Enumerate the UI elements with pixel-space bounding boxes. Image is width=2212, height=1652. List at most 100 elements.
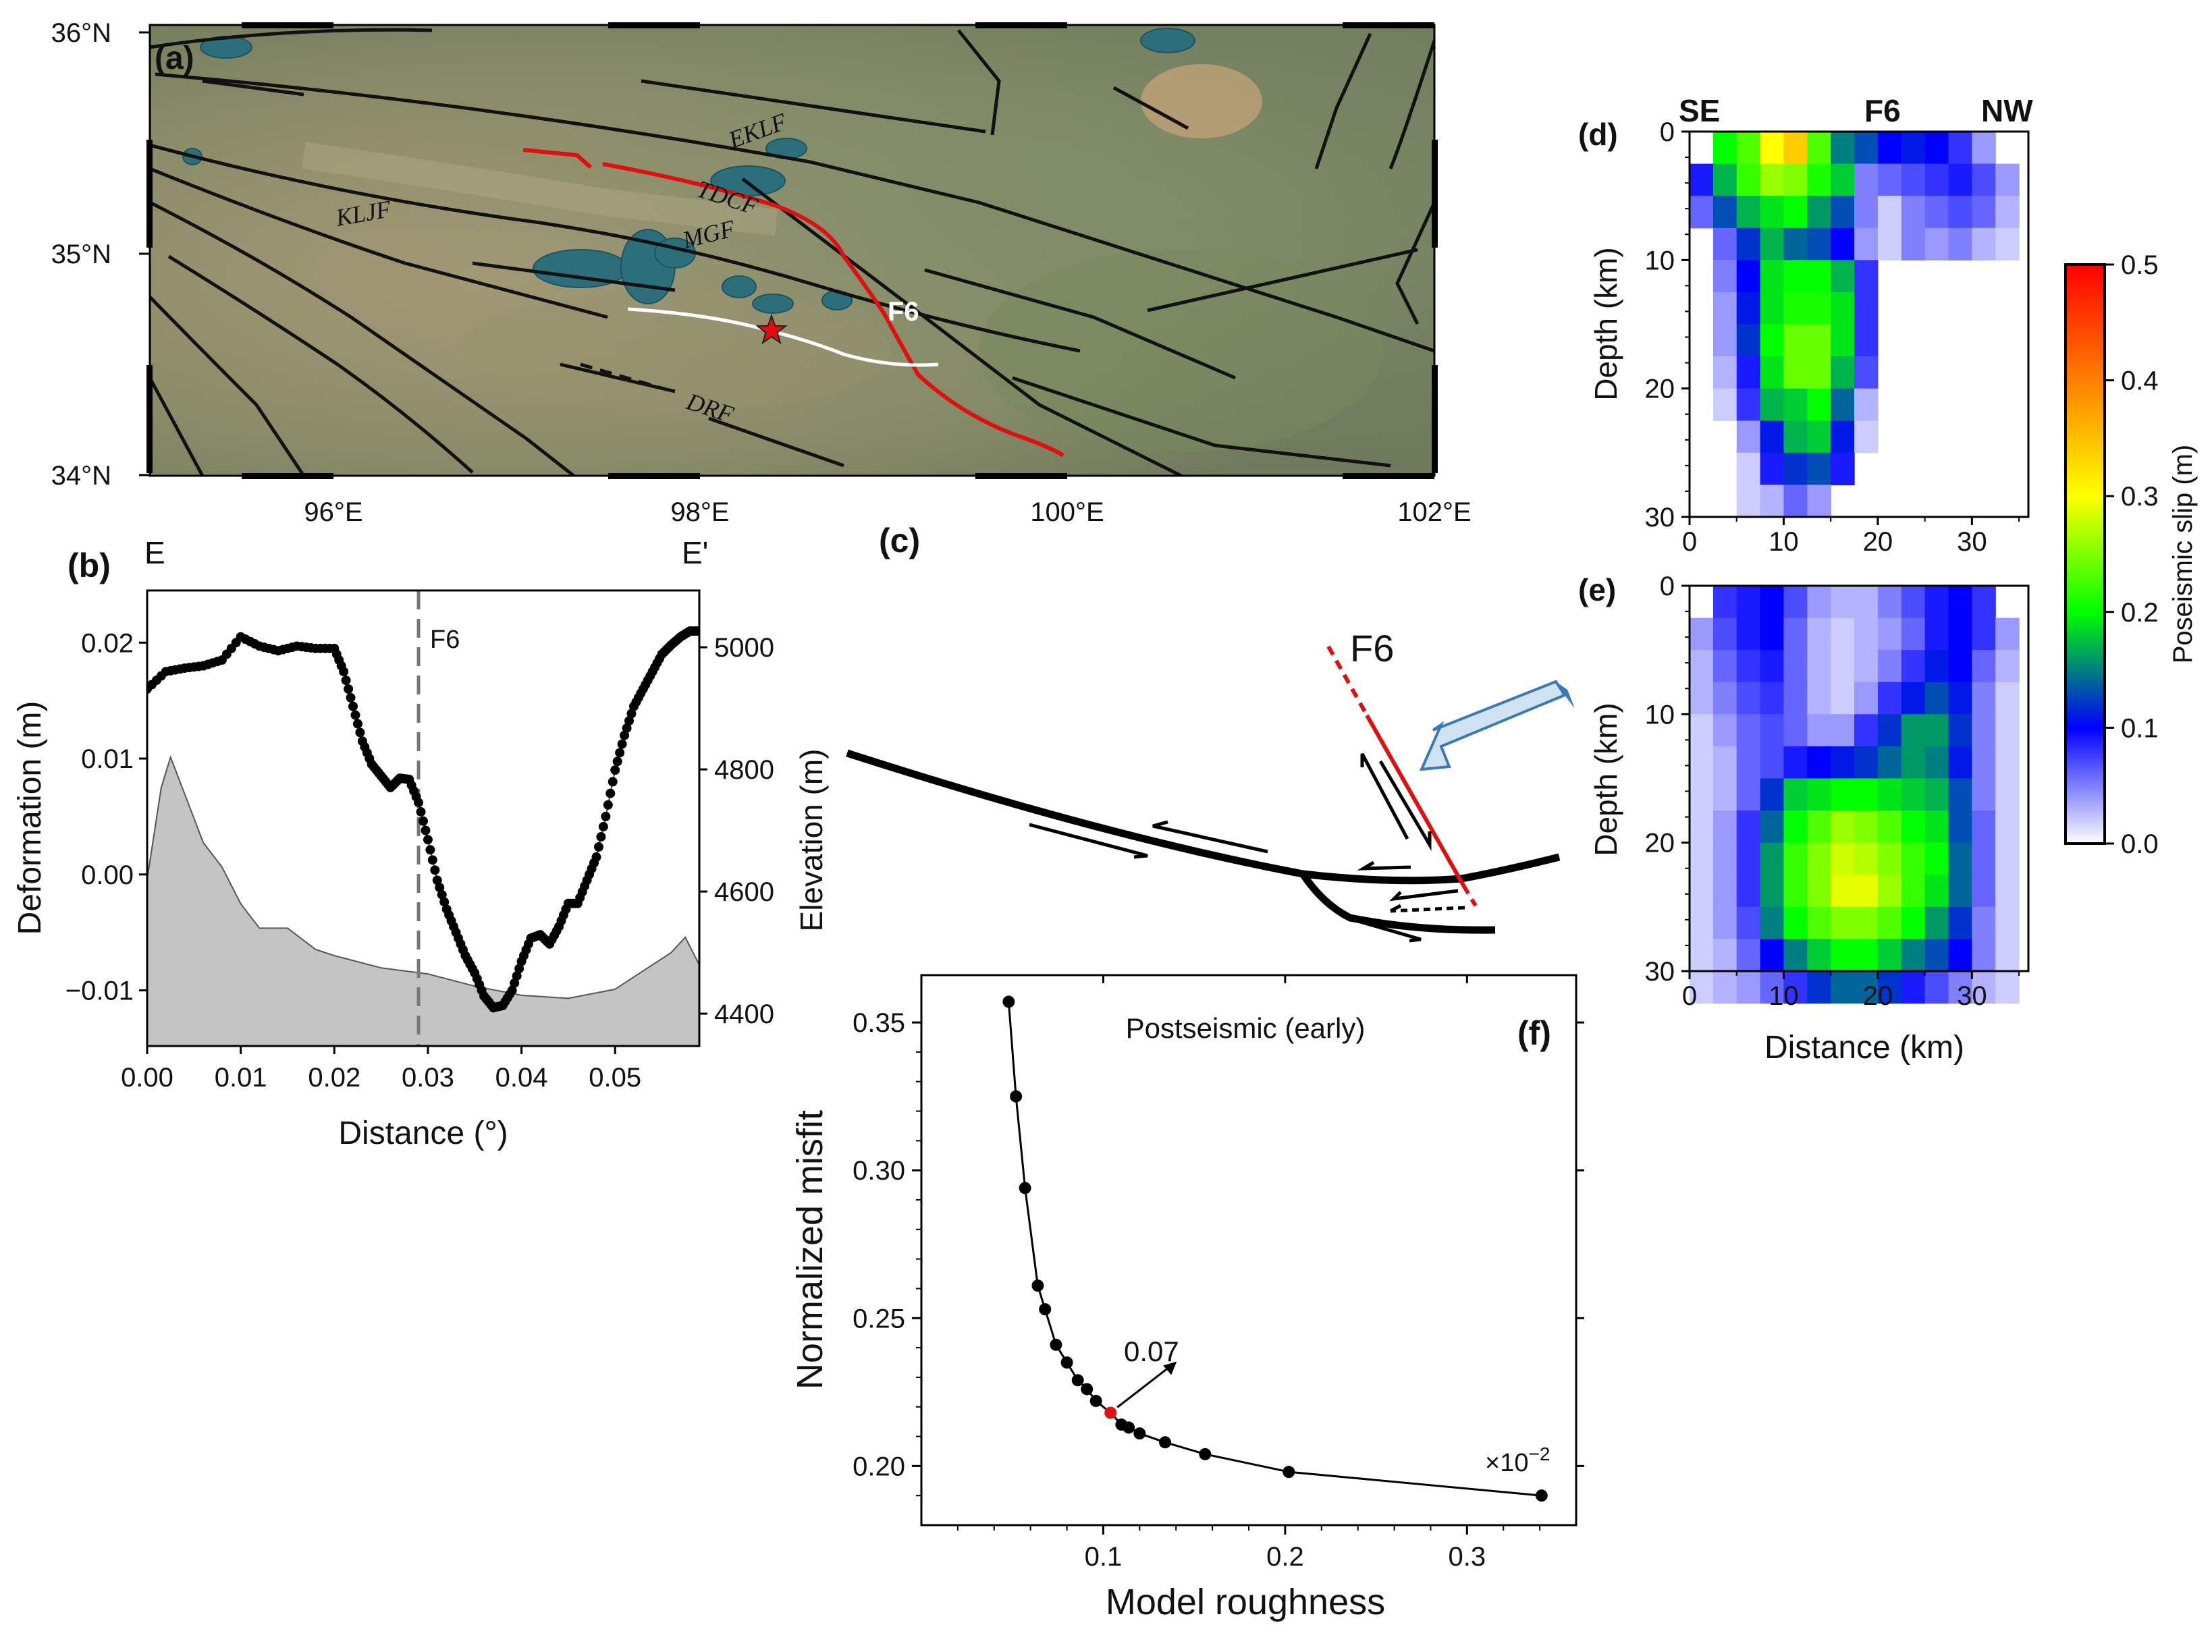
slip-cell [1995,617,2020,651]
slip-cell [1924,714,1949,747]
slip-cell [1924,746,1949,779]
fault-line [1112,86,1189,130]
slip-cell [1854,388,1879,421]
slip-cell [1924,163,1949,196]
deformation-point [432,875,442,885]
l-curve-point [1019,1182,1031,1194]
slip-cell [1831,163,1855,196]
slip-cell [1877,746,1902,779]
slip-cell [1736,778,1761,811]
slip-cell [1831,260,1855,293]
slip-cell [1690,163,1714,196]
slip-cell [1948,714,1972,747]
slip-cell [1854,682,1879,715]
slip-cell [1760,906,1785,939]
slip-cell [1736,650,1761,683]
slip-cell [1760,875,1785,908]
slip-cell [1712,875,1737,908]
annotation-arrow [1116,1365,1172,1408]
slip-cell [1712,132,1737,165]
slip-cell [1783,810,1808,844]
deformation-point [416,807,426,817]
slip-cell [1831,939,1855,972]
x-tick-label: 20 [1863,981,1893,1011]
slip-cell [1854,292,1879,325]
slip-cell [1877,939,1902,972]
y-tick-label: 0.20 [853,1452,905,1481]
frame-bar [975,22,1067,28]
f-selected-annotation: 0.07 [1124,1336,1179,1367]
slip-cell [1924,939,1949,972]
slip-cell [1831,196,1855,229]
slip-cell [1736,292,1761,325]
rupture-trace [522,148,1064,458]
f6-marker-label: F6 [430,626,460,654]
slip-colorbar: 0.5 0.4 0.3 0.2 0.1 0.0 Poseismic slip (m) [2064,250,2198,859]
b-ylabel: Deformation (m) [12,701,48,935]
lake [1140,28,1195,53]
compression-arrow-icon [1419,680,1575,771]
slip-cell [1736,452,1761,485]
slip-cell [1972,132,1996,165]
slip-cell [1901,971,1926,1004]
slip-cell [1760,485,1785,518]
slip-cell [1760,388,1785,421]
slip-cell [1760,260,1785,293]
y-tick-label: 0.35 [853,1008,905,1038]
fault-line [472,261,676,292]
slip-cell [1948,617,1972,651]
slip-cell [1948,132,1972,165]
slip-cell [1760,324,1785,357]
slip-cell [1831,324,1855,357]
slip-cell [1995,778,2020,811]
slip-cell [1760,196,1785,229]
slip-cell [1854,227,1879,260]
slip-cell [1854,714,1879,747]
fault-line [155,72,1434,353]
l-curve-point [1535,1489,1548,1502]
profile-start-label: E [144,535,165,570]
l-curve-point [1031,1279,1044,1292]
slip-cell [1783,196,1808,229]
x-tick-label: 0.3 [1449,1542,1486,1572]
slip-cell [1854,906,1879,939]
deformation-point [507,985,517,995]
fault-line [1395,201,1434,325]
slip-cell [1995,810,2020,844]
x-tick-label: 30 [1957,527,1987,557]
slip-cell [1995,842,2020,875]
x-tick-label: 20 [1863,527,1893,557]
slip-cell [1901,778,1926,811]
deformation-point [435,883,445,893]
slip-cell [1995,939,2020,972]
x-tick-label: 0 [1682,981,1697,1011]
d-ylabel: Depth (km) [1588,247,1623,400]
slip-cell [1948,875,1972,908]
slip-cell [1995,682,2020,715]
deformation-point [350,710,360,720]
y-tick-label: 10 [1645,246,1675,275]
slip-cell [1736,971,1761,1004]
slip-cell [1807,388,1831,421]
fault-line [150,200,575,476]
slip-cell [1807,227,1831,260]
slip-cell [1690,810,1714,844]
frame-bar [1343,473,1434,479]
l-curve-point [1060,1356,1073,1369]
slip-cell [1877,132,1902,165]
y2-tick-label: 4400 [714,999,774,1029]
elevation-area [147,754,699,1046]
slip-cell [1690,842,1714,875]
deformation-point [598,821,608,831]
slip-cell [1924,650,1949,683]
slip-cell [1901,875,1926,908]
fault-line [150,143,1081,353]
x-tick-label: 0 [1682,527,1697,557]
f-title: Postseismic (early) [1126,1012,1366,1044]
fault-line [150,377,205,476]
lon-tick-102: 102°E [1397,497,1471,527]
slip-cell [1736,682,1761,715]
y-tick-label: 30 [1645,503,1675,532]
fault-line [150,28,433,49]
slip-cell [1760,778,1785,811]
